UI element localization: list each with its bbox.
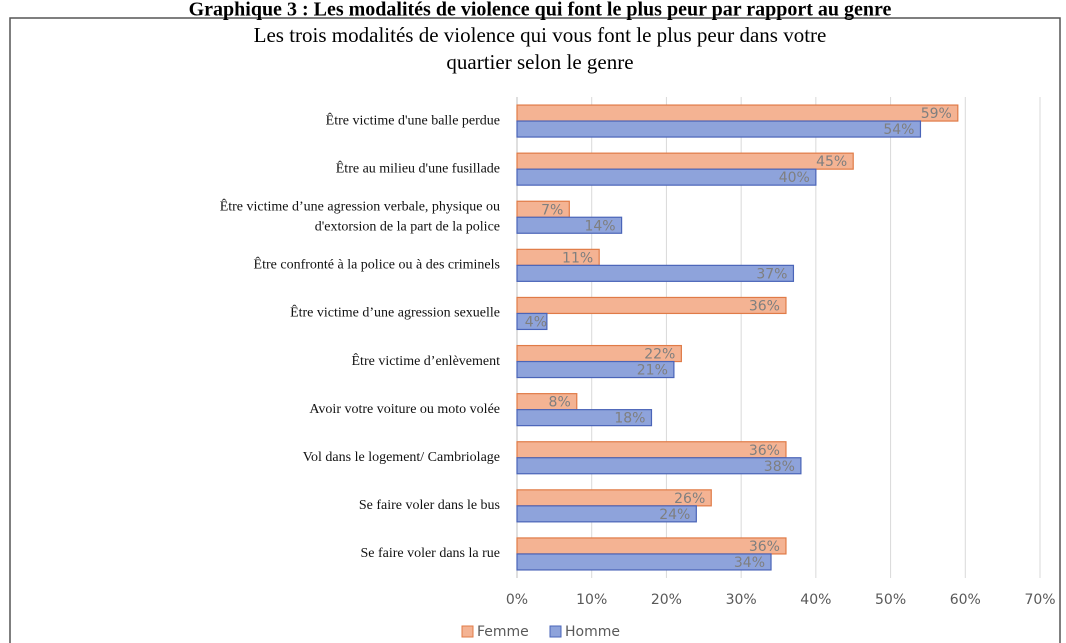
x-tick-label: 30% [726, 592, 757, 608]
chart-title: Les trois modalités de violence qui vous… [254, 23, 827, 47]
value-label: 11% [562, 250, 593, 266]
y-tick-label: Se faire voler dans la rue [360, 546, 500, 561]
value-label: 36% [749, 298, 780, 314]
y-tick-label: Être confronté à la police ou à des crim… [254, 256, 500, 273]
heading: Graphique 3 : Les modalités de violence … [189, 0, 892, 21]
frame [9, 17, 1061, 643]
y-tick-label: Être au milieu d'une fusillade [336, 159, 500, 176]
value-label: 21% [637, 363, 668, 379]
x-tick-label: 10% [576, 592, 607, 608]
bar [516, 457, 802, 475]
value-label: 45% [816, 154, 847, 170]
bar [516, 168, 817, 186]
value-label: 18% [614, 411, 645, 427]
value-label: 38% [764, 459, 795, 475]
value-label: 36% [749, 539, 780, 555]
bar [516, 216, 623, 234]
value-label: 24% [659, 507, 690, 523]
bar [516, 553, 772, 571]
x-tick-label: 40% [800, 592, 831, 608]
legend-swatch [549, 625, 562, 638]
value-label: 36% [749, 443, 780, 459]
value-label: 34% [734, 555, 765, 571]
bar [516, 152, 854, 170]
value-label: 8% [549, 395, 571, 411]
x-tick-label: 20% [651, 592, 682, 608]
value-label: 7% [541, 202, 563, 218]
y-tick-label: Être victime d’enlèvement [352, 352, 501, 369]
bar [516, 360, 675, 379]
value-label: 59% [921, 106, 952, 122]
value-label: 26% [674, 491, 705, 507]
bar [516, 264, 795, 282]
y-tick-label: Avoir votre voiture ou moto volée [309, 402, 500, 417]
bar [516, 312, 548, 331]
legend-label: Homme [565, 624, 620, 640]
value-label: 4% [525, 314, 547, 330]
y-tick-label: Être victime d’une agression sexuelle [290, 304, 500, 321]
bar [516, 409, 653, 427]
value-label: 40% [779, 170, 810, 186]
value-label: 54% [883, 122, 914, 138]
value-label: 37% [756, 266, 787, 282]
bar [516, 120, 922, 138]
chart-title: quartier selon le genre [446, 50, 633, 74]
legend-label: Femme [477, 624, 529, 640]
x-tick-label: 60% [950, 592, 981, 608]
bar [516, 104, 959, 122]
x-tick-label: 50% [875, 592, 906, 608]
legend-swatch [461, 625, 474, 638]
bar [516, 537, 787, 555]
y-tick-label: Être victime d’une agression verbale, ph… [220, 197, 500, 214]
y-tick-label: d'extorsion de la part de la police [315, 219, 500, 234]
x-tick-label: 70% [1024, 592, 1055, 608]
value-label: 14% [584, 218, 615, 234]
x-tick-label: 0% [506, 592, 528, 608]
y-tick-label: Vol dans le logement/ Cambriolage [303, 450, 500, 465]
bar [516, 505, 697, 523]
bar [516, 441, 787, 459]
bar [516, 296, 787, 315]
y-tick-label: Se faire voler dans le bus [359, 498, 500, 513]
value-label: 22% [644, 347, 675, 363]
y-tick-label: Être victime d'une balle perdue [326, 111, 500, 128]
